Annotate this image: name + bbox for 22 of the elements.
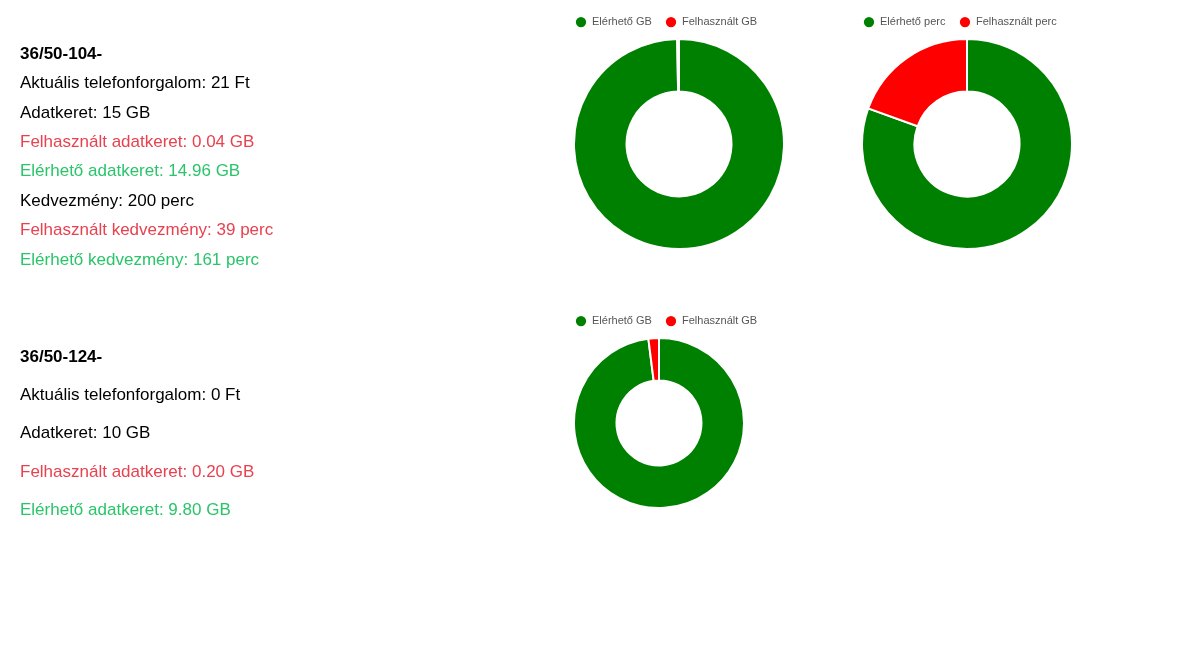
legend-label: Felhasznált GB xyxy=(682,314,758,327)
text: Adatkeret: 10 GB xyxy=(20,423,151,443)
text: Elérhető adatkeret: 14.96 GB xyxy=(20,161,241,181)
text: Elérhető adatkeret: 9.80 GB xyxy=(20,499,231,519)
text: Felhasznált adatkeret: 0.04 GB xyxy=(20,131,255,151)
text: 36/50-104- xyxy=(20,43,103,63)
text: Kedvezmény: 200 perc xyxy=(20,190,195,210)
legend-label: Felhasznált GB xyxy=(682,15,758,28)
text: 36/50-124- xyxy=(20,347,103,367)
legend-label: Elérhető perc xyxy=(880,15,946,28)
text: Felhasznált kedvezmény: 39 perc xyxy=(20,220,274,240)
legend-label: Elérhető GB xyxy=(592,15,652,28)
donut-slice xyxy=(573,38,785,250)
text: Aktuális telefonforgalom: 0 Ft xyxy=(20,385,241,405)
text: Adatkeret: 15 GB xyxy=(20,102,151,122)
text: Felhasznált adatkeret: 0.20 GB xyxy=(20,461,255,481)
legend-label: Elérhető GB xyxy=(592,314,652,327)
donut-slice xyxy=(573,337,745,509)
donut-slice xyxy=(861,38,1073,250)
legend-label: Felhasznált perc xyxy=(976,15,1058,28)
text: Aktuális telefonforgalom: 21 Ft xyxy=(20,73,250,93)
text: Elérhető kedvezmény: 161 perc xyxy=(20,249,260,269)
